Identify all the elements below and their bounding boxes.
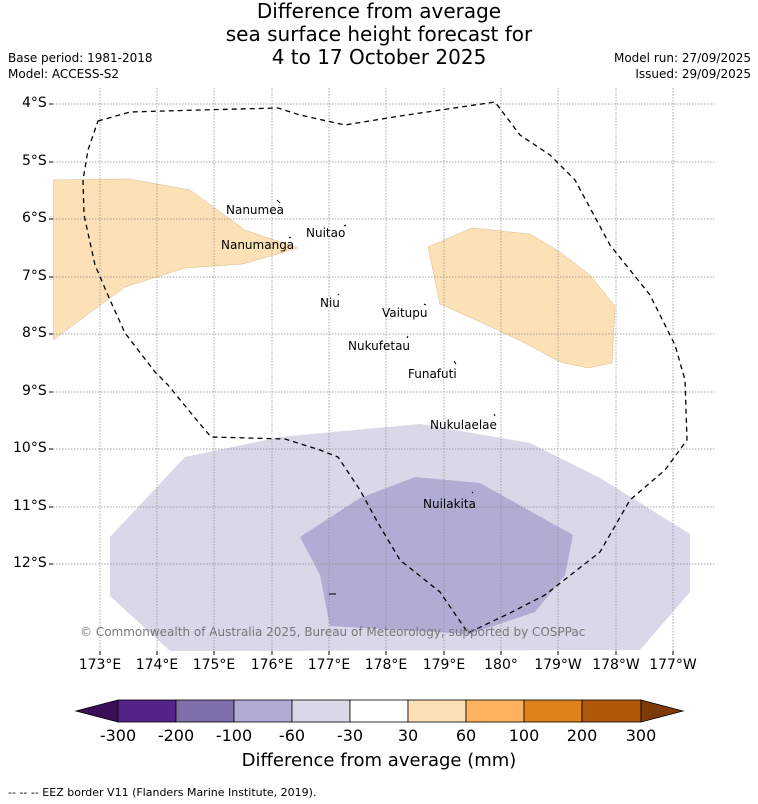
colorbar-segment-8 [523, 699, 583, 723]
anomaly-region-orange-east [427, 227, 616, 369]
lat-label: 8°S [22, 325, 47, 341]
graticule [53, 88, 714, 651]
island-label-nukulaelae: Nukulaelae [430, 418, 497, 432]
lat-label: 5°S [22, 153, 47, 169]
base-period: Base period: 1981-2018 [8, 51, 153, 65]
lat-label: 12°S [13, 555, 47, 571]
lon-label: 177°E [307, 657, 351, 673]
colorbar-segment-1 [117, 699, 177, 723]
lat-label: 9°S [22, 383, 47, 399]
island-shape-nukufetau [406, 335, 409, 339]
lon-label: 178°W [592, 657, 640, 673]
colorbar-segment-9 [581, 699, 642, 723]
colorbar-label: 30 [397, 726, 419, 745]
colorbar-label: -300 [99, 726, 137, 745]
colorbar-segment-2 [175, 699, 235, 723]
lat-label: 7°S [22, 268, 47, 284]
anomaly-region-medium-purple [300, 477, 573, 634]
island-label-niu: Niu [320, 296, 340, 310]
island-label-nanumea: Nanumea [226, 203, 284, 217]
island-shape-vaitupu [423, 303, 427, 306]
title-line-1: Difference from average [256, 0, 502, 23]
model-name: Model: ACCESS-S2 [8, 67, 120, 81]
model-run: Model run: 27/09/2025 [613, 51, 751, 65]
title-line-2: sea surface height forecast for [225, 22, 533, 46]
lat-label: 4°S [22, 95, 47, 111]
island-label-nukufetau: Nukufetau [348, 339, 411, 353]
island-shape-nuilakita [471, 491, 474, 494]
island-label-vaitupu: Vaitupu [382, 306, 428, 320]
island-label-nuilakita: Nuilakita [423, 497, 476, 511]
island-shape-nanumea [276, 199, 281, 204]
colorbar-label: -60 [278, 726, 306, 745]
colorbar-label: 100 [508, 726, 540, 745]
eez-legend-footer: -- -- -- EEZ border V11 (Flanders Marine… [8, 786, 317, 799]
island-label-nanumanga: Nanumanga [221, 238, 295, 252]
lon-label: 179°E [422, 657, 466, 673]
island-label-nuitao: Nuitao [306, 226, 346, 240]
island-shape-nukulaelae [493, 413, 496, 417]
lon-label: 178°E [364, 657, 408, 673]
island-shape-funafuti [453, 360, 457, 365]
colorbar-segment-6 [407, 699, 467, 723]
colorbar-extend-low [74, 699, 119, 723]
lon-label: 177°W [649, 657, 697, 673]
colorbar-segment-3 [233, 699, 293, 723]
colorbar-label: -30 [336, 726, 364, 745]
lon-label: 175°E [192, 657, 236, 673]
colorbar-segment-7 [465, 699, 525, 723]
colorbar-extend-high [640, 699, 685, 723]
island-shape-nuitao [343, 224, 347, 227]
colorbar-segment-4 [291, 699, 351, 723]
issued-date: Issued: 29/09/2025 [635, 67, 751, 81]
colorbar [74, 699, 685, 723]
colorbar-label: 60 [455, 726, 477, 745]
title-line-3: 4 to 17 October 2025 [271, 45, 487, 69]
lon-label: 173°E [78, 657, 122, 673]
lat-label: 6°S [22, 210, 47, 226]
copyright-text: © Commonwealth of Australia 2025, Bureau… [80, 625, 586, 639]
colorbar-label: 300 [625, 726, 657, 745]
colorbar-segment-5 [349, 699, 409, 723]
axis-ticks [49, 103, 674, 655]
lon-label: 179°W [534, 657, 582, 673]
island-label-funafuti: Funafuti [408, 367, 457, 381]
colorbar-label: -200 [157, 726, 195, 745]
island-shape-nanumanga [288, 236, 292, 239]
colorbar-label: 200 [566, 726, 598, 745]
lon-label: 174°E [135, 657, 179, 673]
lon-label: 176°E [250, 657, 294, 673]
colorbar-title: Difference from average (mm) [241, 750, 517, 771]
colorbar-label: -100 [215, 726, 253, 745]
lon-label: 180° [484, 657, 518, 673]
eez-border [82, 101, 688, 634]
lat-label: 11°S [13, 498, 47, 514]
lat-label: 10°S [13, 440, 47, 456]
island-shape-niu [337, 293, 340, 296]
